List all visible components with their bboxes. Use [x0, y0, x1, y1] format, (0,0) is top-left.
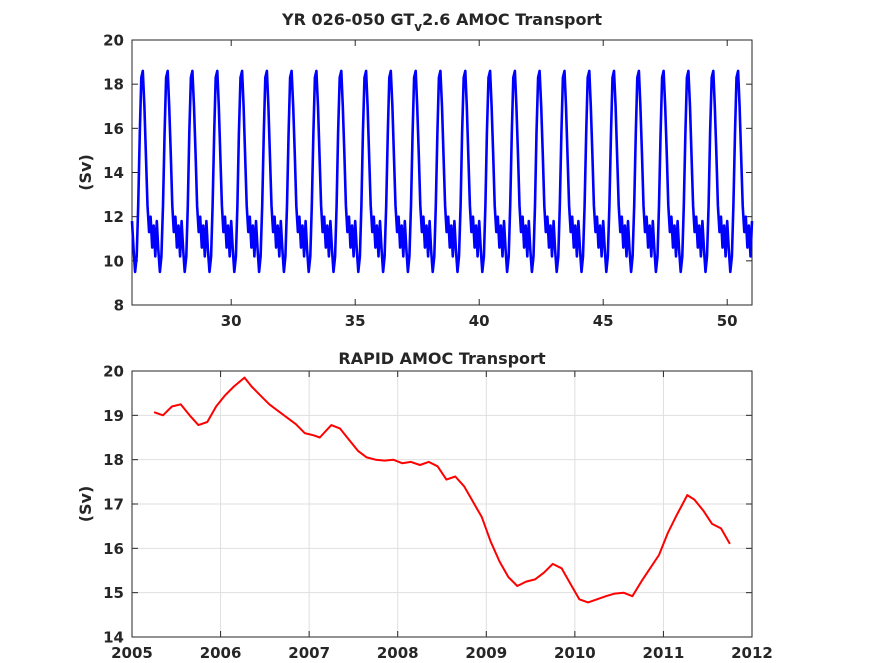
top-y-tick-label-5: 18 [103, 76, 124, 94]
bottom-y-tick-label-5: 19 [103, 407, 124, 425]
top-x-tick-label-0: 30 [221, 312, 242, 330]
bottom-x-tick-label-3: 2008 [377, 644, 419, 662]
bottom-y-tick-label-4: 18 [103, 451, 124, 469]
top-y-axis-label: (Sv) [76, 154, 95, 191]
top-x-axis: 30 35 40 45 50 [221, 40, 738, 330]
bottom-x-tick-label-4: 2009 [465, 644, 507, 662]
bottom-x-axis: 2005 2006 2007 2008 2009 2010 2011 2012 [111, 371, 773, 662]
top-chart-title-subscript: v [414, 20, 422, 34]
top-x-tick-label-1: 35 [345, 312, 366, 330]
bottom-y-tick-label-1: 15 [103, 584, 124, 602]
bottom-x-tick-label-1: 2006 [200, 644, 242, 662]
top-chart-panel: YR 026-050 GTv2.6 AMOC Transport 8 10 12 14… [76, 10, 754, 330]
bottom-x-tick-label-2: 2007 [288, 644, 330, 662]
bottom-chart-panel: RAPID AMOC Transport 14 15 16 17 18 19 20 2005… [76, 349, 773, 662]
bottom-chart-title: RAPID AMOC Transport [338, 349, 546, 368]
bottom-x-tick-label-5: 2010 [554, 644, 596, 662]
bottom-series-line [153, 376, 731, 604]
top-y-tick-label-0: 8 [114, 297, 124, 315]
bottom-y-axis: 14 15 16 17 18 19 20 [103, 363, 752, 647]
top-series-line [130, 69, 754, 274]
top-y-tick-label-6: 20 [103, 32, 124, 50]
bottom-x-tick-label-7: 2012 [731, 644, 773, 662]
top-y-tick-label-4: 16 [103, 120, 124, 138]
top-x-tick-label-3: 45 [593, 312, 614, 330]
bottom-x-tick-label-6: 2011 [643, 644, 685, 662]
bottom-x-tick-label-0: 2005 [111, 644, 153, 662]
bottom-y-axis-label: (Sv) [76, 486, 95, 523]
bottom-chart-grid [132, 371, 752, 637]
top-x-tick-label-4: 50 [717, 312, 738, 330]
top-chart-title: YR 026-050 GTv2.6 AMOC Transport [281, 10, 602, 34]
bottom-y-tick-label-0: 14 [103, 629, 124, 647]
bottom-y-tick-label-2: 16 [103, 540, 124, 558]
top-y-tick-label-1: 10 [103, 252, 124, 270]
bottom-y-tick-label-3: 17 [103, 496, 124, 514]
bottom-y-tick-label-6: 20 [103, 363, 124, 381]
top-y-tick-label-3: 14 [103, 164, 124, 182]
top-y-axis: 8 10 12 14 16 18 20 [103, 32, 752, 315]
top-x-tick-label-2: 40 [469, 312, 490, 330]
top-y-tick-label-2: 12 [103, 208, 124, 226]
